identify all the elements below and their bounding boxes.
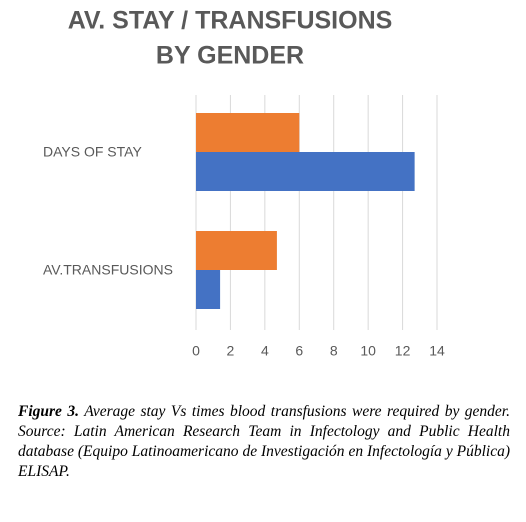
bar — [196, 270, 221, 309]
chart: AV. STAY / TRANSFUSIONS BY GENDER 0 2 4 6 8 1… — [43, 7, 445, 359]
x-tick-label: 12 — [395, 343, 411, 359]
bar — [196, 113, 300, 152]
caption: Figure 3. Average stay Vs times blood tr… — [18, 402, 510, 482]
caption-text: Average stay Vs times blood transfusions… — [18, 403, 510, 480]
bar — [196, 231, 277, 270]
caption-label: Figure 3. — [18, 403, 80, 420]
y-tick-label: AV.TRANSFUSIONS — [43, 262, 173, 278]
y-tick-label: DAYS OF STAY — [43, 144, 142, 160]
x-tick-label: 2 — [227, 343, 235, 359]
x-tick-label: 8 — [330, 343, 338, 359]
x-tick-label: 14 — [429, 343, 445, 359]
chart-title: BY GENDER — [156, 42, 304, 70]
x-tick-label: 6 — [295, 343, 303, 359]
bar — [196, 152, 415, 191]
x-tick-label: 0 — [192, 343, 200, 359]
x-tick-label: 10 — [360, 343, 376, 359]
chart-title: AV. STAY / TRANSFUSIONS — [68, 7, 393, 35]
x-tick-label: 4 — [261, 343, 269, 359]
